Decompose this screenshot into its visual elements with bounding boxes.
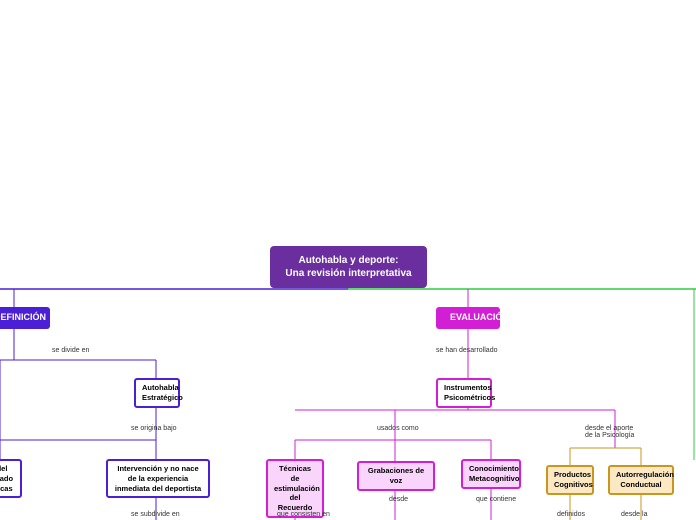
node-conoc: ConocimientoMetacognitivo xyxy=(461,459,521,489)
edge-label: que contiene xyxy=(476,496,516,503)
root-node: Autohabla y deporte: Una revisión interp… xyxy=(270,246,427,288)
node-grab: Grabaciones de voz xyxy=(357,461,435,491)
edge-label: de la Psicología xyxy=(585,432,634,439)
edge-label: desde el aporte xyxy=(585,425,633,432)
edge-label: que consisten en xyxy=(277,511,330,518)
edge-label: desde la xyxy=(621,511,647,518)
root-line2: Una revisión interpretativa xyxy=(284,267,413,280)
section-definicion: DEFINICIÓN xyxy=(0,307,50,329)
node-tecn: Técnicas deestimulacióndel Recuerdo xyxy=(266,459,324,518)
root-line1: Autohabla y deporte: xyxy=(284,254,413,267)
node-prod: ProductosCognitivos xyxy=(546,465,594,495)
node-interv: Intervención y no nacede la experienciai… xyxy=(106,459,210,498)
edge-label: se han desarrollado xyxy=(436,347,498,354)
edge-label: se subdivide en xyxy=(131,511,180,518)
node-instr: InstrumentosPsicométricos xyxy=(436,378,492,408)
edge-label: definidos xyxy=(557,511,585,518)
edge-label: desde xyxy=(389,496,408,503)
node-def-left: delficadoigicas xyxy=(0,459,22,498)
edge-label: se origina bajo xyxy=(131,425,177,432)
edge-label: se divide en xyxy=(52,347,89,354)
node-autoh-estr: AutohablaEstratégico xyxy=(134,378,180,408)
node-autor: AutorregulaciónConductual xyxy=(608,465,674,495)
section-evaluacion: EVALUACIÓN xyxy=(436,307,500,329)
edge-label: usados como xyxy=(377,425,419,432)
